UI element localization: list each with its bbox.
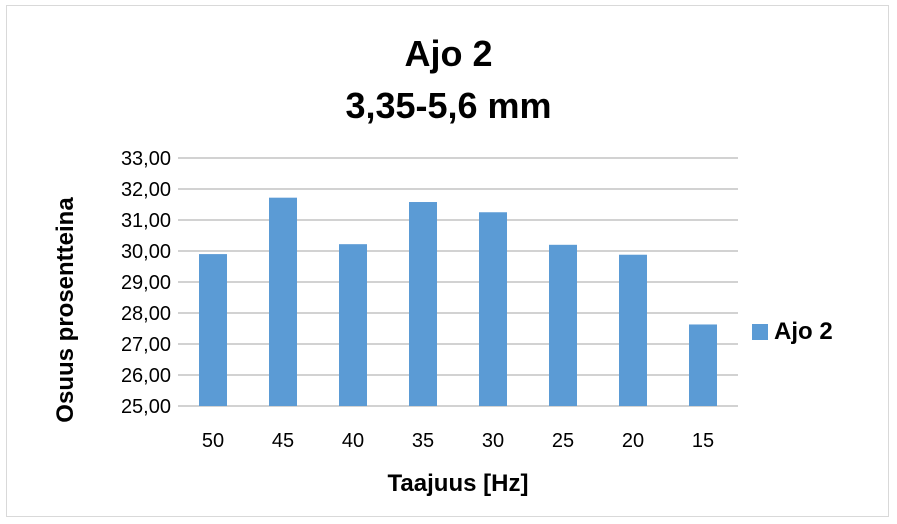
x-tick-label: 40 (342, 430, 364, 452)
bars (199, 197, 717, 406)
x-tick-label: 20 (622, 430, 644, 452)
bar-50 (199, 254, 227, 406)
x-tick-label: 50 (202, 430, 224, 452)
chart-frame (6, 5, 889, 517)
y-tick-label: 29,00 (121, 272, 171, 294)
x-axis-label: Taajuus [Hz] (388, 470, 529, 497)
bar-45 (269, 197, 297, 406)
chart-title: Ajo 2 (404, 33, 493, 74)
bar-40 (339, 244, 367, 406)
y-tick-label: 32,00 (121, 179, 171, 201)
chart-subtitle: 3,35-5,6 mm (345, 85, 552, 126)
y-tick-label: 27,00 (121, 334, 171, 356)
x-tick-label: 30 (482, 430, 504, 452)
y-tick-label: 25,00 (121, 396, 171, 418)
legend-label: Ajo 2 (774, 318, 833, 345)
legend: Ajo 2 (752, 318, 833, 346)
bar-25 (549, 244, 577, 406)
bar-30 (479, 212, 507, 406)
y-tick-label: 28,00 (121, 303, 171, 325)
x-tick-label: 45 (272, 430, 294, 452)
x-tick-label: 35 (412, 430, 434, 452)
y-tick-labels: 25,00 26,00 27,00 28,00 29,00 30,00 31,00 32,00… (121, 148, 171, 418)
y-tick-label: 31,00 (121, 210, 171, 232)
y-tick-label: 26,00 (121, 365, 171, 387)
y-tick-label: 33,00 (121, 148, 171, 170)
gridlines (178, 157, 738, 407)
bar-15 (689, 324, 717, 406)
x-tick-label: 25 (552, 430, 574, 452)
y-tick-label: 30,00 (121, 241, 171, 263)
x-tick-labels: 50 45 40 35 30 25 20 15 (202, 430, 714, 452)
legend-swatch (752, 324, 768, 340)
y-axis-label: Osuus prosentteina (52, 197, 79, 423)
x-tick-label: 15 (692, 430, 714, 452)
bar-35 (409, 202, 437, 406)
bar-20 (619, 254, 647, 406)
